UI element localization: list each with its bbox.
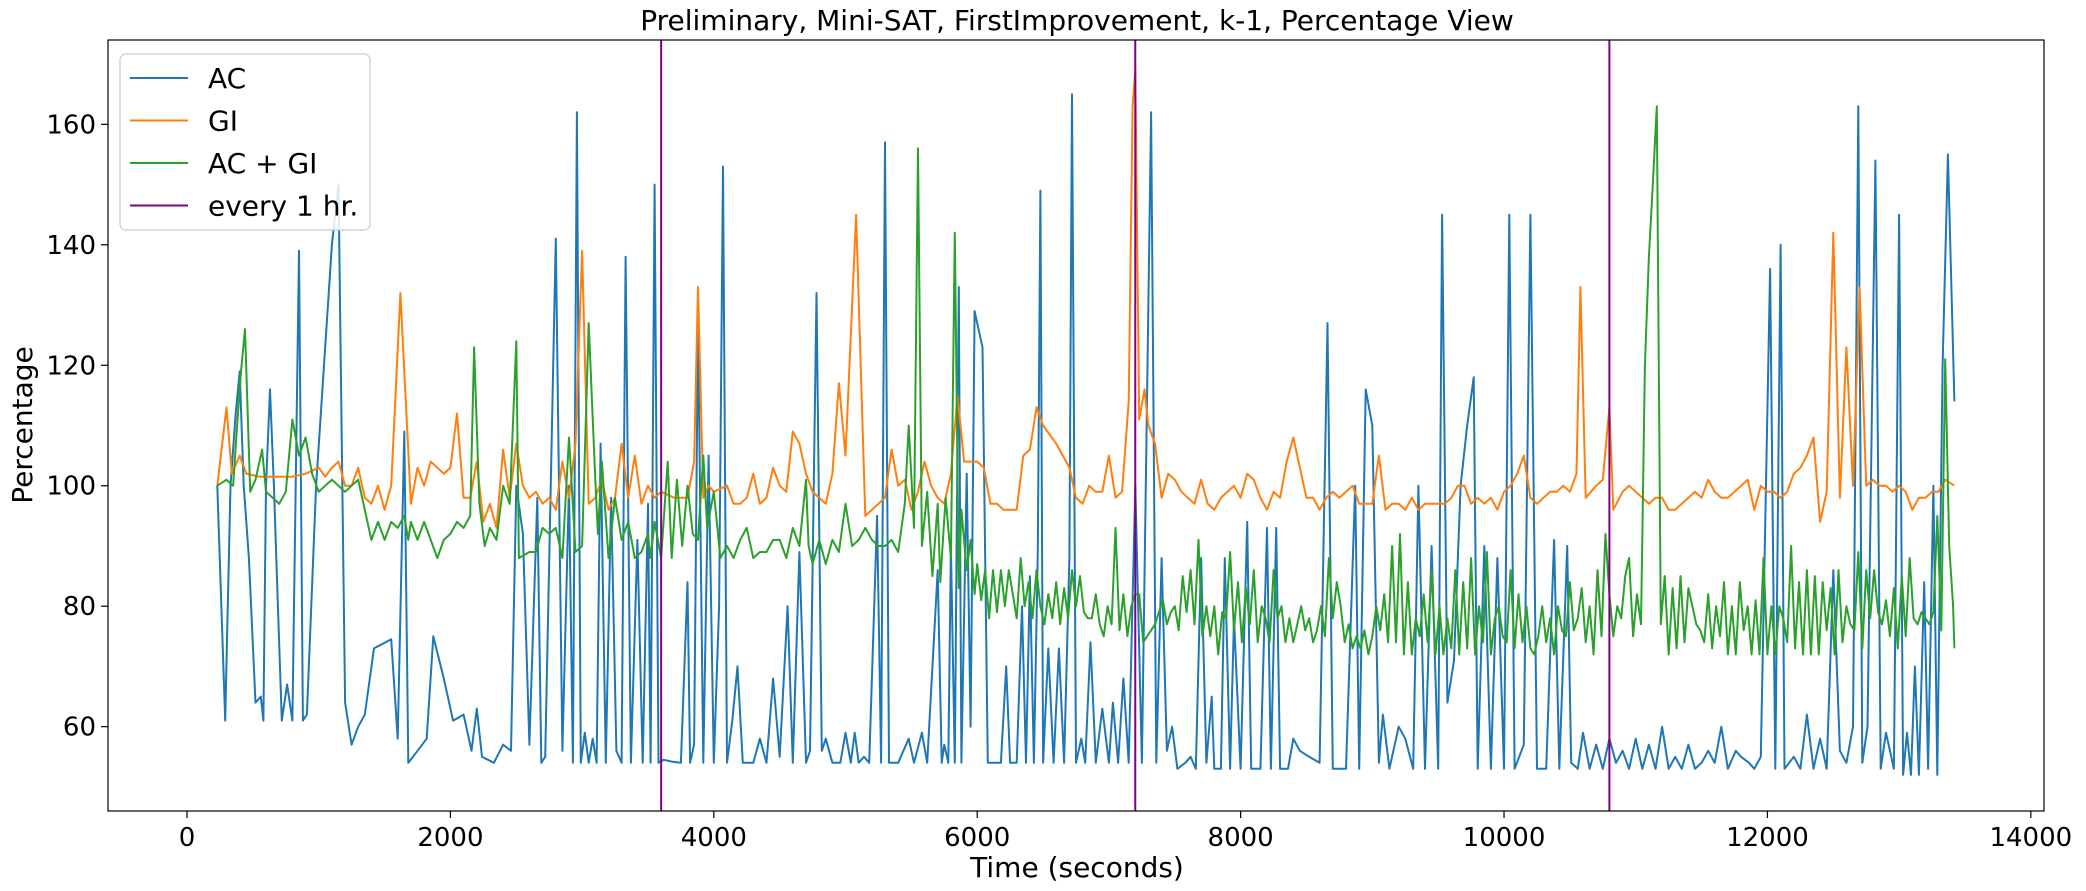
y-axis-ticks: 60 80 100 120 140 160: [46, 110, 108, 743]
x-tick-label: 12000: [1726, 823, 1809, 853]
legend-entry-label: every 1 hr.: [208, 190, 358, 223]
x-tick-label: 4000: [681, 823, 747, 853]
x-tick-label: 0: [179, 823, 196, 853]
x-tick-label: 10000: [1463, 823, 1546, 853]
y-tick-label: 120: [46, 351, 96, 381]
x-axis-label: Time (seconds): [969, 851, 1184, 884]
plot-series: [216, 69, 1956, 776]
legend-entry-label: AC: [208, 62, 246, 95]
y-tick-label: 160: [46, 110, 96, 140]
series-line-ac: [216, 93, 1956, 776]
legend: AC GI AC + GI every 1 hr.: [119, 53, 371, 231]
legend-entry-label: AC + GI: [208, 147, 317, 180]
hourly-markers: [660, 40, 1611, 811]
x-axis-ticks: 0 2000 4000 6000 8000 10000 12000 14000: [179, 811, 2072, 853]
x-tick-label: 2000: [417, 823, 483, 853]
series-line-ac-gi: [216, 105, 1956, 656]
y-tick-label: 60: [63, 713, 96, 743]
legend-frame: [119, 53, 371, 231]
y-tick-label: 80: [63, 592, 96, 622]
x-tick-label: 14000: [1989, 823, 2072, 853]
y-tick-label: 140: [46, 231, 96, 261]
x-tick-label: 6000: [944, 823, 1010, 853]
x-tick-label: 8000: [1208, 823, 1274, 853]
series-line-gi: [216, 69, 1955, 529]
y-axis-label: Percentage: [6, 346, 39, 504]
plot-frame: [107, 39, 2045, 812]
chart-title: Preliminary, Mini-SAT, FirstImprovement,…: [640, 4, 1514, 37]
legend-entry-label: GI: [208, 105, 238, 138]
y-tick-label: 100: [46, 472, 96, 502]
